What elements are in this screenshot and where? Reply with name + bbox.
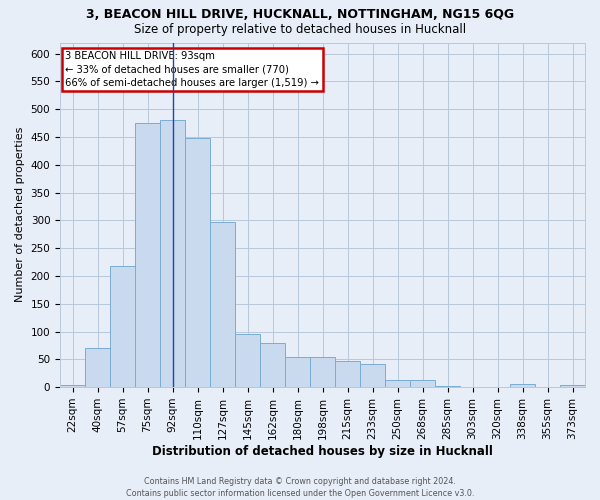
Bar	[160, 120, 185, 387]
Bar	[235, 334, 260, 387]
X-axis label: Distribution of detached houses by size in Hucknall: Distribution of detached houses by size …	[152, 444, 493, 458]
Bar	[360, 364, 385, 387]
Bar	[85, 348, 110, 387]
Text: 3 BEACON HILL DRIVE: 93sqm
← 33% of detached houses are smaller (770)
66% of sem: 3 BEACON HILL DRIVE: 93sqm ← 33% of deta…	[65, 51, 319, 88]
Bar	[185, 138, 210, 387]
Text: Size of property relative to detached houses in Hucknall: Size of property relative to detached ho…	[134, 22, 466, 36]
Bar	[560, 386, 585, 387]
Bar	[260, 342, 285, 387]
Text: 3, BEACON HILL DRIVE, HUCKNALL, NOTTINGHAM, NG15 6QG: 3, BEACON HILL DRIVE, HUCKNALL, NOTTINGH…	[86, 8, 514, 20]
Text: Contains HM Land Registry data © Crown copyright and database right 2024.
Contai: Contains HM Land Registry data © Crown c…	[126, 476, 474, 498]
Bar	[285, 356, 310, 387]
Bar	[135, 123, 160, 387]
Bar	[410, 380, 435, 387]
Bar	[435, 386, 460, 387]
Y-axis label: Number of detached properties: Number of detached properties	[15, 127, 25, 302]
Bar	[310, 356, 335, 387]
Bar	[210, 222, 235, 387]
Bar	[60, 386, 85, 387]
Bar	[385, 380, 410, 387]
Bar	[335, 361, 360, 387]
Bar	[510, 384, 535, 387]
Bar	[110, 266, 135, 387]
